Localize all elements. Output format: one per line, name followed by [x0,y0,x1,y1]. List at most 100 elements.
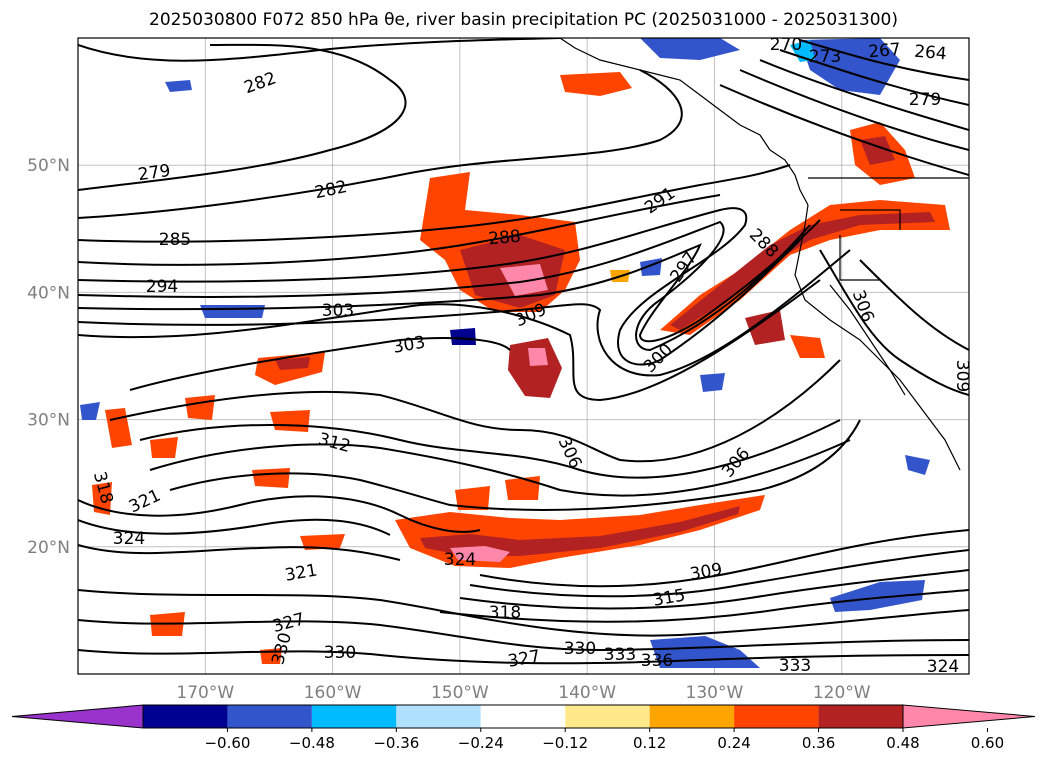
contour-273 [739,69,969,151]
longitude-tick-labels: 170°W 160°W 150°W 140°W 130°W 120°W [176,683,870,703]
colorbar-tick-label: 0.36 [802,734,835,752]
colorbar-segment [143,705,228,728]
contour-label: 264 [913,42,947,65]
shade-calif-2 [790,335,825,358]
contour-label: 291 [641,183,679,218]
contour-label: 303 [322,301,354,321]
lon-tick-label: 140°W [558,683,616,703]
negative-pc-shading [80,38,930,668]
contour-label: 324 [444,550,476,570]
shade-blue-6 [905,455,930,475]
colorbar-tick-label: 0.24 [717,734,750,752]
contour-label: 282 [313,177,349,203]
shade-w4 [105,408,132,448]
shade-w3 [185,395,215,420]
shade-blue-5 [700,373,725,392]
shade-w5 [150,437,178,458]
colorbar-tick-label: 0.60 [971,734,1004,752]
colorbar-extend-high [902,704,1036,729]
contour-291-ridge [78,207,801,366]
contour-312 [149,439,851,497]
coast-bc [769,149,809,206]
colorbar-segment [734,705,819,728]
contour-label: 321 [126,486,164,518]
lon-tick-label: 150°W [431,683,489,703]
contour-label: 273 [809,47,841,67]
contour-label: 321 [283,560,318,585]
shade-blue-2 [200,305,265,318]
lon-tick-label: 170°W [176,683,234,703]
contour-279-east [719,84,969,176]
colorbar-extend-low [11,704,144,729]
contour-label: 330 [564,639,596,659]
colorbar-tick-label: −0.24 [458,734,504,752]
contour-324 [78,544,401,561]
colorbar-segment [396,705,481,728]
shade-blue-top [640,38,740,60]
border-state-2 [839,235,880,281]
contour-285 [78,164,791,243]
contour-306 [109,359,841,463]
colorbar-tick-label: −0.48 [289,734,335,752]
contour-288 [78,194,721,266]
shade-subtropical-core [420,506,740,556]
lon-tick-label: 120°W [813,683,871,703]
contour-303-b [129,337,511,391]
contour-309 [139,419,841,479]
colorbar-segment [227,705,312,728]
contour-294 [78,220,811,352]
contour-label: 330 [268,630,296,667]
colorbar-tick-label: −0.12 [542,734,588,752]
shade-central-core [500,264,548,296]
latitude-tick-labels: 50°N 40°N 30°N 20°N [27,156,70,558]
contour-321-south [78,589,969,637]
shade-calif [745,310,785,345]
contour-label: 333 [604,645,636,665]
contour-label: 336 [641,651,673,671]
lat-tick-label: 50°N [27,156,70,176]
contour-label: 333 [779,656,811,676]
contour-315 [169,419,861,511]
lon-tick-label: 130°W [686,683,744,703]
contour-label: 330 [324,643,356,663]
lat-tick-label: 20°N [27,538,70,558]
contour-264 [799,39,969,81]
contour-label: 270 [770,35,802,55]
contour-315-south [459,569,969,610]
contour-label: 306 [554,434,586,472]
contour-label: 288 [488,227,522,250]
contour-label: 306 [718,444,754,482]
contour-330 [78,649,969,665]
contour-321 [78,518,391,536]
contour-label: 318 [489,603,521,623]
coast-alaska [559,38,771,151]
shade-central-2 [508,338,562,398]
shade-blue-1 [165,80,192,92]
contour-label: 312 [316,429,353,457]
shade-blue-7 [830,580,925,612]
map-frame [77,37,970,675]
contour-label: 324 [927,657,959,677]
contour-267 [779,49,969,106]
contour-label: 327 [506,646,541,671]
contour-label: 285 [159,230,191,250]
contour-label: 294 [146,277,178,297]
contour-309-south [479,529,969,588]
contour-318-south [439,589,969,623]
contour-label: 309 [688,559,723,584]
border-state-1 [840,209,901,230]
colorbar-segment [480,705,566,728]
shade-blue-9 [80,402,100,420]
colorbar-tick-label: −0.60 [204,734,250,752]
contour-270 [759,59,969,131]
contour-303 [78,279,821,402]
contour-312-south [469,549,969,598]
shade-blue-3 [450,328,476,345]
coast-baja [829,284,906,396]
colorbar-segment [311,705,397,728]
contour-label: 267 [868,40,902,63]
colorbar: −0.60 −0.48 −0.36 −0.24 −0.12 0.12 0.24 0.36 0.4… [11,704,1036,752]
positive-pc-shading [92,72,950,664]
map-title: 2025030800 F072 850 hPa θe, river basin … [149,10,898,30]
